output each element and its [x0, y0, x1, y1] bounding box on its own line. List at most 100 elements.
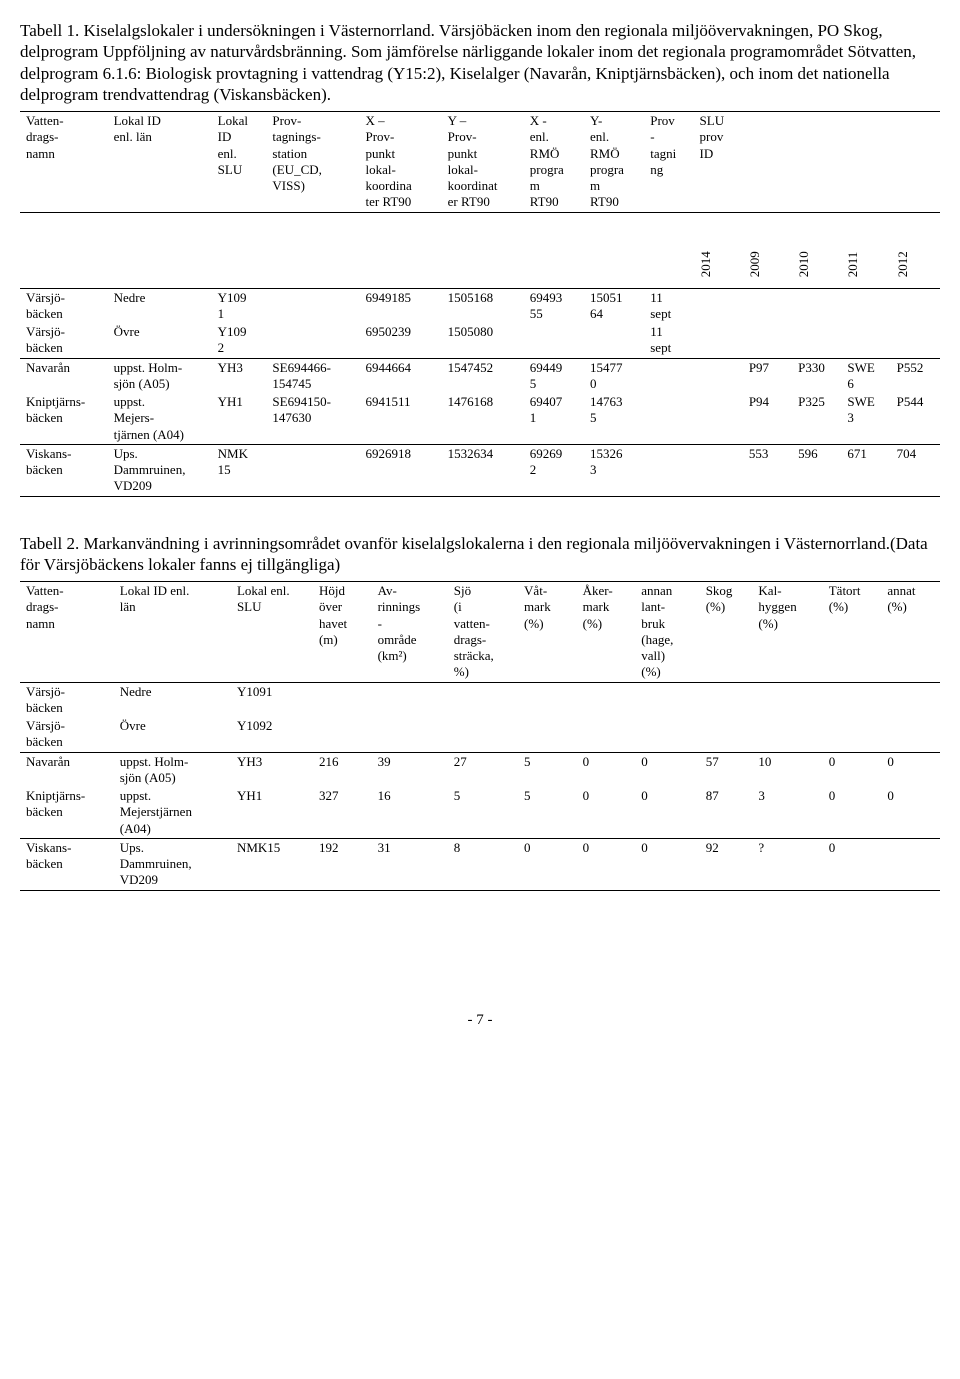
cell: 0	[635, 838, 699, 890]
table2-header-row: Vatten-drags-namn Lokal ID enl.län Lokal…	[20, 582, 940, 683]
table-row: Värsjö-bäcken Övre Y1092 6950239 1505080…	[20, 323, 940, 358]
cell	[584, 323, 644, 358]
cell: 1476168	[442, 393, 524, 444]
table-row: Viskans-bäcken Ups.Dammruinen,VD209 NMK1…	[20, 838, 940, 890]
cell: 671	[841, 444, 890, 496]
cell: Ups.Dammruinen,VD209	[108, 444, 212, 496]
t1-h1: Lokal IDenl. län	[108, 112, 212, 213]
cell: SE694150-147630	[266, 393, 359, 444]
cell: 31	[372, 838, 448, 890]
cell: YH1	[231, 787, 313, 838]
cell: 0	[518, 838, 577, 890]
cell	[644, 444, 693, 496]
t2-h7: Åker-mark(%)	[577, 582, 636, 683]
table-row: Värsjö-bäcken Nedre Y1091	[20, 682, 940, 717]
cell: 153263	[584, 444, 644, 496]
cell: 0	[635, 787, 699, 838]
cell: Y1091	[212, 288, 267, 323]
cell: 0	[635, 752, 699, 787]
cell: Nedre	[114, 682, 231, 717]
cell: 1532634	[442, 444, 524, 496]
cell: 0	[823, 752, 882, 787]
table1-header-row: Vatten-drags-namn Lokal IDenl. län Lokal…	[20, 112, 940, 213]
t2-h2: Lokal enl.SLU	[231, 582, 313, 683]
cell: Navarån	[20, 752, 114, 787]
cell: 6949185	[360, 288, 442, 323]
t1-h5: Y –Prov-punktlokal-koordinater RT90	[442, 112, 524, 213]
cell: Ups.Dammruinen,VD209	[114, 838, 231, 890]
cell: uppst.Mejerstjärnen(A04)	[114, 787, 231, 838]
cell: YH3	[231, 752, 313, 787]
cell	[694, 444, 743, 496]
cell: 327	[313, 787, 372, 838]
cell: 5	[518, 787, 577, 838]
cell: ?	[752, 838, 822, 890]
cell: 154770	[584, 358, 644, 393]
cell: 0	[823, 838, 882, 890]
cell	[644, 393, 693, 444]
cell: 1505080	[442, 323, 524, 358]
cell: 0	[577, 752, 636, 787]
cell: NMK15	[231, 838, 313, 890]
cell: Viskans-bäcken	[20, 838, 114, 890]
t2-h10: Kal-hyggen(%)	[752, 582, 822, 683]
table-row: Kniptjärns-bäcken uppst.Mejerstjärnen(A0…	[20, 787, 940, 838]
t1-h3: Prov-tagnings-station(EU_CD,VISS)	[266, 112, 359, 213]
cell: 0	[881, 752, 940, 787]
cell	[694, 288, 743, 323]
cell	[694, 393, 743, 444]
cell: Navarån	[20, 358, 108, 393]
cell: 6949355	[524, 288, 584, 323]
table-row: Viskans-bäcken Ups.Dammruinen,VD209 NMK1…	[20, 444, 940, 496]
cell	[266, 323, 359, 358]
cell: Nedre	[108, 288, 212, 323]
cell	[266, 444, 359, 496]
cell: P552	[891, 358, 940, 393]
cell	[694, 358, 743, 393]
table-row: Värsjö-bäcken Nedre Y1091 6949185 150516…	[20, 288, 940, 323]
cell: 6941511	[360, 393, 442, 444]
cell: 16	[372, 787, 448, 838]
t1-h4: X –Prov-punktlokal-koordinater RT90	[360, 112, 442, 213]
t2-h8: annanlant-bruk(hage,vall)(%)	[635, 582, 699, 683]
cell: Viskans-bäcken	[20, 444, 108, 496]
year-2009: 2009	[747, 252, 763, 278]
cell: 192	[313, 838, 372, 890]
cell: 694495	[524, 358, 584, 393]
table1: Vatten-drags-namn Lokal IDenl. län Lokal…	[20, 111, 940, 497]
table1-caption: Tabell 1. Kiselalgslokaler i undersöknin…	[20, 20, 940, 105]
cell: 0	[823, 787, 882, 838]
cell: 694071	[524, 393, 584, 444]
cell: 27	[448, 752, 518, 787]
cell: Y1092	[212, 323, 267, 358]
cell: 0	[577, 787, 636, 838]
cell	[644, 358, 693, 393]
page-number: - 7 -	[20, 1011, 940, 1030]
t1-h9: SLUprovID	[694, 112, 743, 213]
cell: 8	[448, 838, 518, 890]
t1-h8: Prov-tagning	[644, 112, 693, 213]
cell: 553	[743, 444, 792, 496]
cell: Kniptjärns-bäcken	[20, 787, 114, 838]
cell: Y1091	[231, 682, 313, 717]
cell: 1505164	[584, 288, 644, 323]
cell: 11sept	[644, 323, 693, 358]
cell: 10	[752, 752, 822, 787]
table-row: Navarån uppst. Holm-sjön (A05) YH3 SE694…	[20, 358, 940, 393]
t2-h9: Skog(%)	[700, 582, 753, 683]
year-2014: 2014	[697, 252, 713, 278]
cell: Värsjö-bäcken	[20, 717, 114, 752]
cell: 5	[448, 787, 518, 838]
cell: P325	[792, 393, 841, 444]
cell: Övre	[108, 323, 212, 358]
cell: 3	[752, 787, 822, 838]
cell: uppst. Holm-sjön (A05)	[108, 358, 212, 393]
cell: 6944664	[360, 358, 442, 393]
cell	[266, 288, 359, 323]
table-row: Värsjö-bäcken Övre Y1092	[20, 717, 940, 752]
cell: P330	[792, 358, 841, 393]
cell: 39	[372, 752, 448, 787]
table2-caption: Tabell 2. Markanvändning i avrinningsomr…	[20, 533, 940, 576]
cell	[694, 323, 743, 358]
year-2011: 2011	[845, 252, 861, 278]
